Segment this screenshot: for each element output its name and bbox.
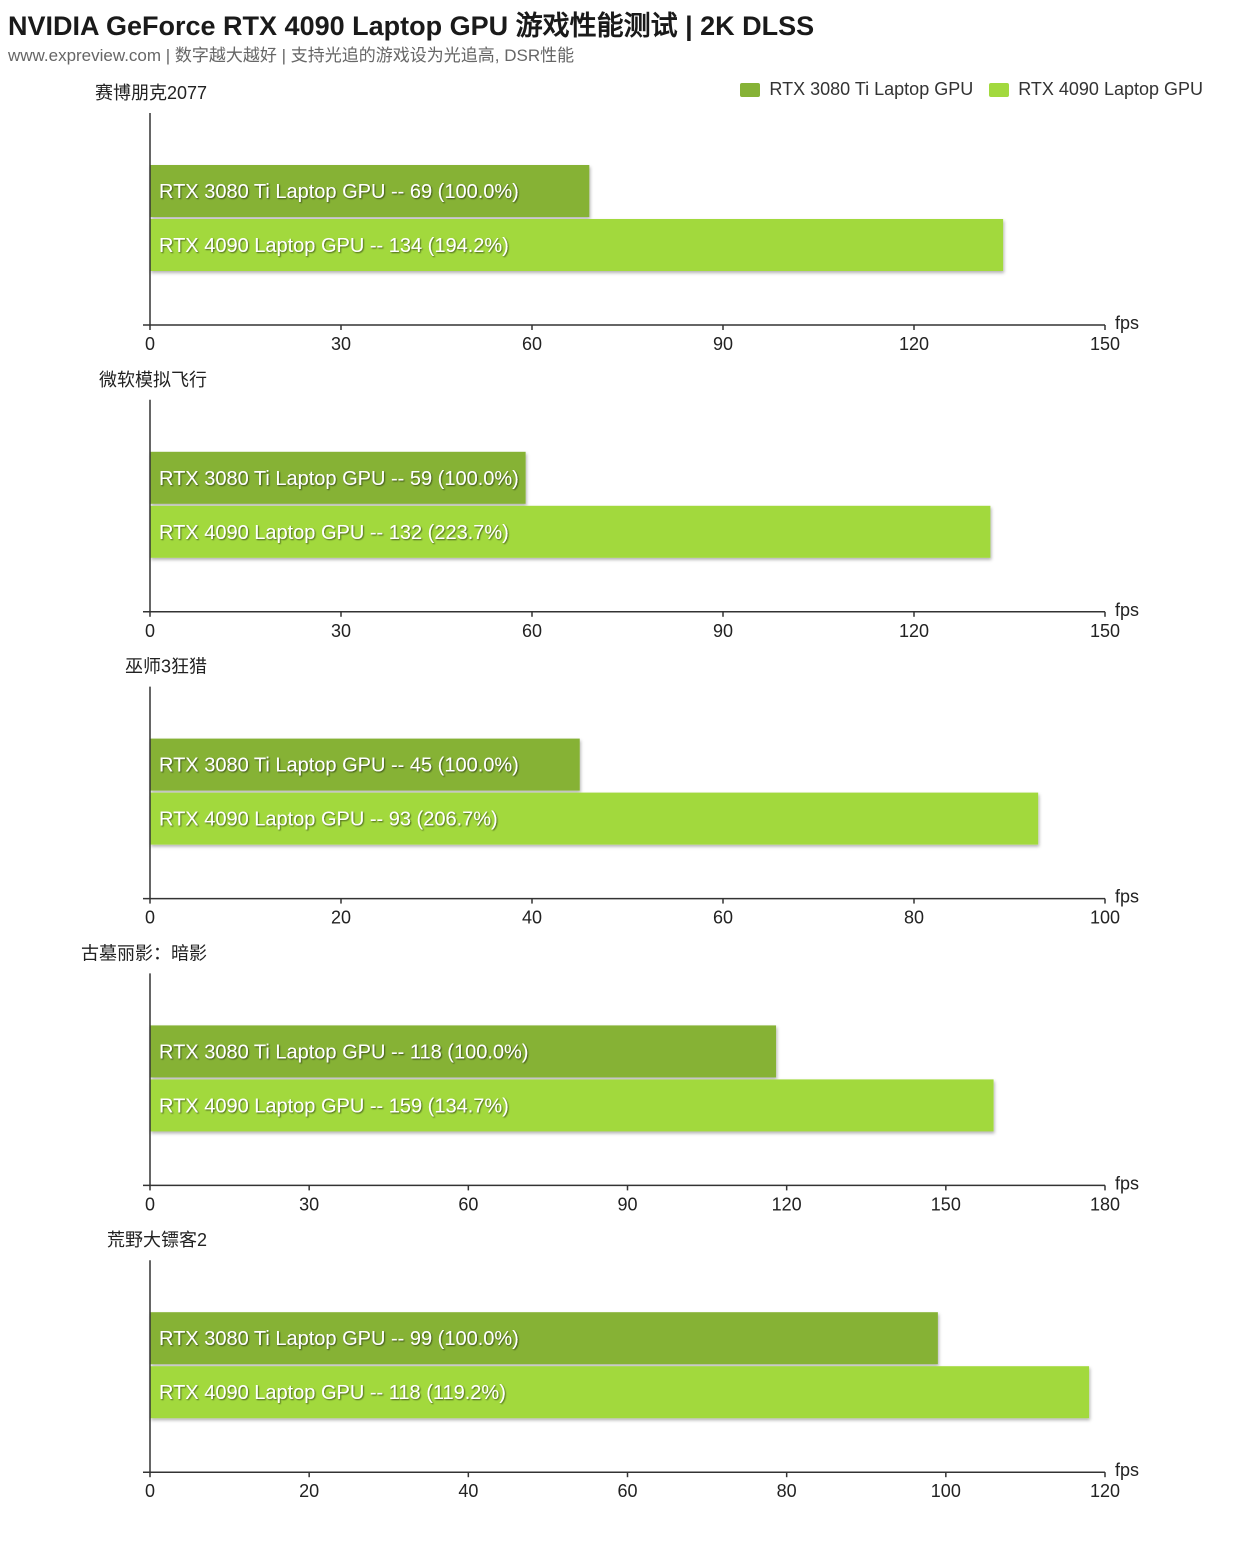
x-tick-label: 100: [931, 1481, 961, 1501]
bar-data-label: RTX 4090 Laptop GPU -- 93 (206.7%): [159, 809, 498, 831]
chart-title: 巫师3狂猎: [125, 657, 207, 677]
bar: [150, 219, 1004, 271]
x-tick-label: 20: [299, 1481, 319, 1501]
x-tick-label: 100: [1090, 908, 1120, 928]
x-tick-label: 90: [617, 1194, 637, 1214]
chart-panel: 荒野大镖客2 RTX 3080 Ti Laptop GPU -- 99 (100.…: [107, 1230, 1139, 1501]
x-tick-label: 180: [1090, 1194, 1120, 1214]
x-tick-label: 80: [904, 908, 924, 928]
bar-data-label: RTX 3080 Ti Laptop GPU -- 69 (100.0%): [159, 181, 519, 203]
x-unit-label: fps: [1115, 1173, 1139, 1193]
chart-panel: 微软模拟飞行 RTX 3080 Ti Laptop GPU -- 59 (100.…: [99, 370, 1139, 641]
x-tick-label: 30: [331, 621, 351, 641]
legend-label-4090: RTX 4090 Laptop GPU: [1018, 79, 1203, 99]
x-tick-label: 0: [145, 1194, 155, 1214]
bar: [150, 1366, 1090, 1419]
x-tick-label: 0: [145, 908, 155, 928]
x-tick-label: 80: [777, 1481, 797, 1501]
bar: [150, 451, 526, 504]
x-tick-label: 60: [713, 908, 733, 928]
x-tick-label: 0: [145, 1481, 155, 1501]
x-tick-label: 20: [331, 908, 351, 928]
legend-swatch-4090: [989, 82, 1010, 97]
legend-label-3080ti: RTX 3080 Ti Laptop GPU: [769, 79, 974, 99]
x-unit-label: fps: [1115, 313, 1139, 333]
x-tick-label: 120: [899, 621, 929, 641]
bar-data-label: RTX 4090 Laptop GPU -- 132 (223.7%): [159, 522, 509, 544]
x-tick-label: 30: [299, 1194, 319, 1214]
x-tick-label: 0: [145, 334, 155, 354]
x-unit-label: fps: [1115, 887, 1139, 907]
x-tick-label: 150: [1090, 621, 1120, 641]
x-tick-label: 40: [458, 1481, 478, 1501]
x-tick-label: 60: [617, 1481, 637, 1501]
bar: [150, 1079, 994, 1132]
x-tick-label: 120: [899, 334, 929, 354]
bar-data-label: RTX 3080 Ti Laptop GPU -- 118 (100.0%): [159, 1041, 528, 1063]
legend-swatch-3080ti: [740, 82, 761, 97]
bar: [150, 1025, 777, 1078]
x-tick-label: 90: [713, 621, 733, 641]
page-title: NVIDIA GeForce RTX 4090 Laptop GPU 游戏性能测…: [8, 11, 815, 41]
chart-panel: 巫师3狂猎 RTX 3080 Ti Laptop GPU -- 45 (100.0…: [125, 657, 1139, 928]
x-tick-label: 0: [145, 621, 155, 641]
legend-item-4090[interactable]: RTX 4090 Laptop GPU: [989, 79, 1203, 100]
x-tick-label: 120: [772, 1194, 802, 1214]
x-tick-label: 40: [522, 908, 542, 928]
bar-data-label: RTX 4090 Laptop GPU -- 134 (194.2%): [159, 235, 509, 257]
bar: [150, 1312, 938, 1365]
x-tick-label: 120: [1090, 1481, 1120, 1501]
x-tick-label: 60: [458, 1194, 478, 1214]
bar: [150, 165, 590, 217]
x-tick-label: 90: [713, 334, 733, 354]
legend-item-3080ti[interactable]: RTX 3080 Ti Laptop GPU: [740, 79, 973, 100]
chart-title: 赛博朋克2077: [95, 83, 207, 103]
x-tick-label: 60: [522, 621, 542, 641]
bar-data-label: RTX 4090 Laptop GPU -- 118 (119.2%): [159, 1382, 506, 1404]
bar: [150, 792, 1039, 845]
x-tick-label: 150: [1090, 334, 1120, 354]
x-tick-label: 30: [331, 334, 351, 354]
bar: [150, 738, 580, 791]
bar-data-label: RTX 3080 Ti Laptop GPU -- 45 (100.0%): [159, 755, 519, 777]
x-tick-label: 150: [931, 1194, 961, 1214]
bar-data-label: RTX 3080 Ti Laptop GPU -- 99 (100.0%): [159, 1328, 519, 1350]
x-unit-label: fps: [1115, 600, 1139, 620]
chart-title: 荒野大镖客2: [107, 1230, 207, 1250]
bar-data-label: RTX 3080 Ti Laptop GPU -- 59 (100.0%): [159, 468, 519, 490]
bar-data-label: RTX 4090 Laptop GPU -- 159 (134.7%): [159, 1095, 509, 1117]
chart-title: 微软模拟飞行: [99, 370, 207, 390]
page-subtitle: www.expreview.com | 数字越大越好 | 支持光追的游戏设为光追…: [8, 46, 575, 65]
chart-title: 古墓丽影：暗影: [81, 943, 207, 963]
bar: [150, 505, 991, 558]
chart-panel: 古墓丽影：暗影 RTX 3080 Ti Laptop GPU -- 118 (10…: [81, 943, 1139, 1214]
chart-panel: 赛博朋克2077 RTX 3080 Ti Laptop GPU -- 69 (10…: [95, 83, 1139, 354]
chart-legend: RTX 3080 Ti Laptop GPU RTX 4090 Laptop G…: [740, 79, 1203, 100]
x-unit-label: fps: [1115, 1460, 1139, 1480]
x-tick-label: 60: [522, 334, 542, 354]
